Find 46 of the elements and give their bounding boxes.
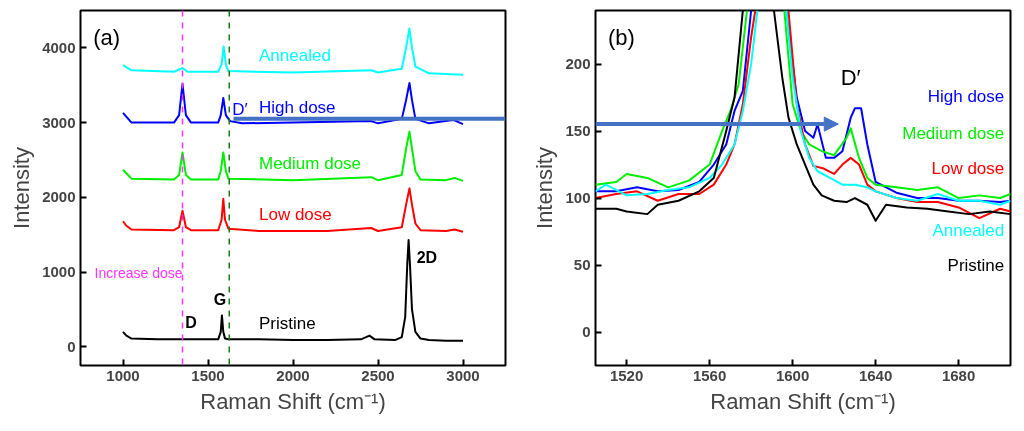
x-axis-title: Raman Shift (cm⁻¹) <box>710 388 896 414</box>
y-tick-label: 4000 <box>42 38 76 56</box>
x-tick-label: 2000 <box>276 366 310 384</box>
text: Medium dose <box>902 124 1005 144</box>
x-tick-label: 3000 <box>446 366 480 384</box>
series-label: Low dose <box>259 205 332 225</box>
x-tick-label: 2500 <box>361 366 395 384</box>
x-tick-label: 1600 <box>775 366 810 384</box>
series-label: Pristine <box>259 313 316 333</box>
line-series <box>122 130 464 182</box>
y-tick-label: 2000 <box>42 188 76 206</box>
annotation: (a) <box>93 24 121 50</box>
y-axis-title: Intensity <box>532 147 558 229</box>
y-tick-label: 3000 <box>42 113 76 131</box>
series-label: Low dose <box>931 159 1005 179</box>
line-series <box>122 81 464 126</box>
ref-line-label: Increase dose <box>94 265 183 282</box>
x-tick-label: 1500 <box>191 366 225 384</box>
y-tick-label: 0 <box>582 323 591 341</box>
x-axis-title: Raman Shift (cm⁻¹) <box>200 388 386 414</box>
annotation: D <box>185 314 197 332</box>
annotation: (b) <box>607 24 635 50</box>
y-tick-label: 150 <box>565 122 591 140</box>
series-label: Annealed <box>932 220 1005 240</box>
text: Pristine <box>947 255 1005 275</box>
annotation: G <box>213 291 227 309</box>
x-tick-label: 1680 <box>941 366 976 384</box>
text: High dose <box>927 86 1005 106</box>
y-tick-label: 1000 <box>42 263 76 281</box>
line-series <box>122 27 464 76</box>
annotation: D′ <box>232 100 248 120</box>
x-tick-label: 1000 <box>106 366 140 384</box>
series-label: Medium dose <box>259 153 362 173</box>
annotation: D′ <box>840 65 861 91</box>
series-label: High dose <box>259 97 336 117</box>
line-series <box>122 187 464 233</box>
x-tick-label: 1640 <box>858 366 893 384</box>
y-tick-label: 200 <box>565 55 591 73</box>
x-tick-label: 1520 <box>609 366 644 384</box>
series-label: Annealed <box>259 46 331 66</box>
y-tick-label: 100 <box>565 189 591 207</box>
y-tick-label: 50 <box>573 256 591 274</box>
annotation: 2D <box>416 248 438 266</box>
y-axis-title: Intensity <box>9 147 35 229</box>
x-tick-label: 1560 <box>692 366 727 384</box>
y-tick-label: 0 <box>67 337 76 355</box>
